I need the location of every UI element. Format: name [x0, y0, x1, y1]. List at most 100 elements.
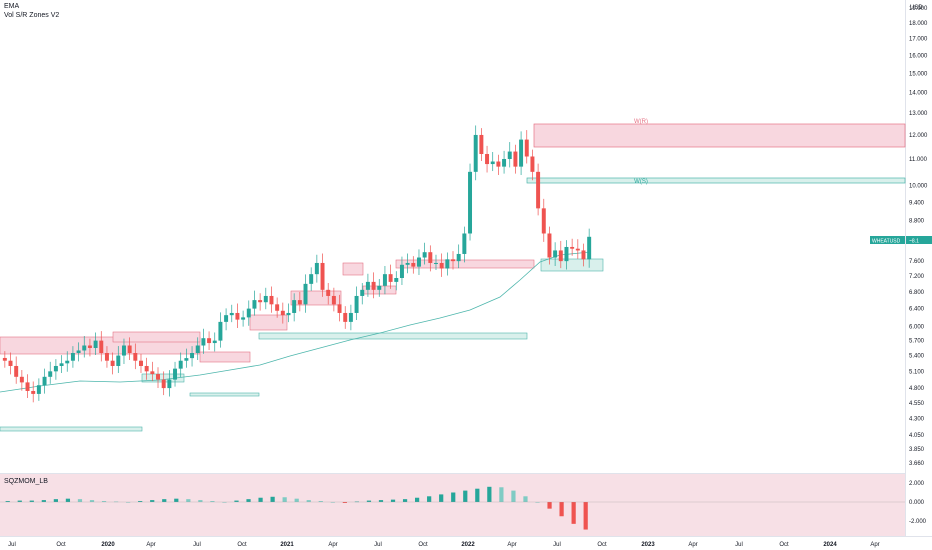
price-axis: 19.000 18.000 17.000 16.000 15.000 14.000 13.0…	[909, 6, 928, 467]
momentum-indicator-label[interactable]: SQZMOM_LB	[4, 478, 48, 485]
momentum-bar	[258, 497, 263, 502]
candle-body	[547, 233, 552, 258]
candle-body	[507, 151, 512, 159]
time-tick-label: Jul	[193, 542, 201, 548]
time-axis: Jul Oct 2020 Apr Jul Oct 2021 Apr Jul Oct 2022 Apr J…	[8, 542, 880, 548]
candle-body	[246, 308, 251, 318]
momentum-bar	[113, 501, 119, 503]
momentum-bar	[463, 490, 468, 502]
sup-zone	[0, 426, 143, 432]
price-tick-label: 5.700	[909, 339, 925, 345]
ema-indicator-label[interactable]: EMA	[4, 3, 20, 10]
candle-body	[496, 161, 501, 167]
momentum-bar	[378, 500, 384, 502]
momentum-bar	[342, 502, 347, 503]
candle-body	[485, 154, 490, 165]
momentum-bar	[318, 501, 323, 502]
sup-zone-ws	[526, 177, 906, 184]
time-tick-label: Oct	[779, 542, 789, 548]
time-tick-label: Apr	[146, 542, 155, 548]
candle-body	[48, 371, 53, 377]
price-tick-label: 7.200	[909, 274, 925, 280]
momentum-bar	[535, 502, 540, 503]
price-tick-label: 7.600	[909, 259, 925, 265]
momentum-tick-label: 2.000	[909, 481, 925, 487]
time-tick-label: Jul	[735, 542, 743, 548]
momentum-bar	[222, 502, 227, 503]
momentum-bar	[523, 496, 528, 502]
candle-body	[99, 340, 104, 354]
candle-body	[297, 300, 302, 305]
candle-body	[229, 312, 234, 316]
candle-body	[570, 246, 575, 249]
candle-body	[377, 285, 382, 290]
momentum-bar	[390, 499, 396, 502]
candle-body	[190, 353, 195, 359]
time-tick-label: Apr	[328, 542, 337, 548]
candle-body	[263, 295, 268, 303]
candle-body	[354, 295, 359, 313]
candle-body	[422, 252, 427, 258]
candle-body	[411, 262, 416, 267]
candle-body	[65, 360, 70, 364]
candle-body	[462, 233, 467, 254]
momentum-bar	[246, 499, 251, 502]
candle-body	[235, 312, 240, 320]
res-zone	[342, 262, 364, 276]
candle-body	[14, 365, 19, 377]
candle-body	[269, 295, 274, 305]
price-tick-label: 14.000	[909, 90, 928, 96]
time-tick-label: Oct	[237, 542, 247, 548]
vol-sr-indicator-label[interactable]: Vol S/R Zones V2	[4, 12, 60, 19]
momentum-bar	[282, 497, 287, 502]
time-tick-label: 2020	[101, 542, 115, 548]
price-tick-label: 4.050	[909, 433, 925, 439]
momentum-bar	[234, 500, 239, 502]
candle-body	[314, 262, 319, 275]
time-tick-label: Apr	[870, 542, 879, 548]
candle-body	[587, 236, 592, 260]
momentum-pane-background	[0, 474, 905, 536]
momentum-bar	[306, 500, 311, 502]
price-tick-label: 11.000	[909, 157, 928, 163]
candle-body	[173, 368, 178, 380]
momentum-tick-label: -2.000	[909, 519, 927, 525]
candle-body	[201, 338, 206, 346]
price-tick-label: 9.400	[909, 200, 925, 206]
candle-body	[337, 304, 342, 313]
time-tick-label: 2023	[641, 542, 655, 548]
candle-body	[195, 345, 200, 354]
time-tick-label: Apr	[507, 542, 516, 548]
candle-body	[553, 250, 558, 258]
momentum-tick-label: 0.000	[909, 500, 925, 506]
candle-body	[275, 304, 280, 311]
candle-body	[53, 365, 58, 372]
candle-body	[150, 371, 155, 375]
candle-body	[428, 252, 433, 263]
momentum-bar	[511, 490, 516, 502]
momentum-bar	[198, 500, 203, 502]
candle-body	[434, 262, 438, 264]
momentum-bar	[138, 501, 143, 502]
time-tick-label: 2024	[823, 542, 837, 548]
candle-body	[139, 360, 143, 366]
candle-body	[348, 312, 353, 322]
momentum-bar	[29, 500, 34, 502]
sup-zone	[258, 332, 528, 340]
candle-body	[161, 379, 166, 389]
price-tick-label: 12.000	[909, 133, 928, 139]
momentum-bar	[427, 496, 432, 502]
candle-body	[399, 264, 404, 279]
price-tick-label: 5.100	[909, 369, 925, 375]
price-tick-label: 16.000	[909, 53, 928, 59]
candle-body	[575, 248, 580, 251]
candle-body	[513, 151, 518, 167]
price-tick-label: 4.550	[909, 401, 925, 407]
candle-body	[388, 274, 393, 282]
candle-body	[167, 379, 172, 389]
momentum-bar	[487, 486, 492, 502]
candle-body	[365, 281, 370, 290]
candle-body	[524, 139, 529, 157]
candle-body	[286, 312, 291, 316]
